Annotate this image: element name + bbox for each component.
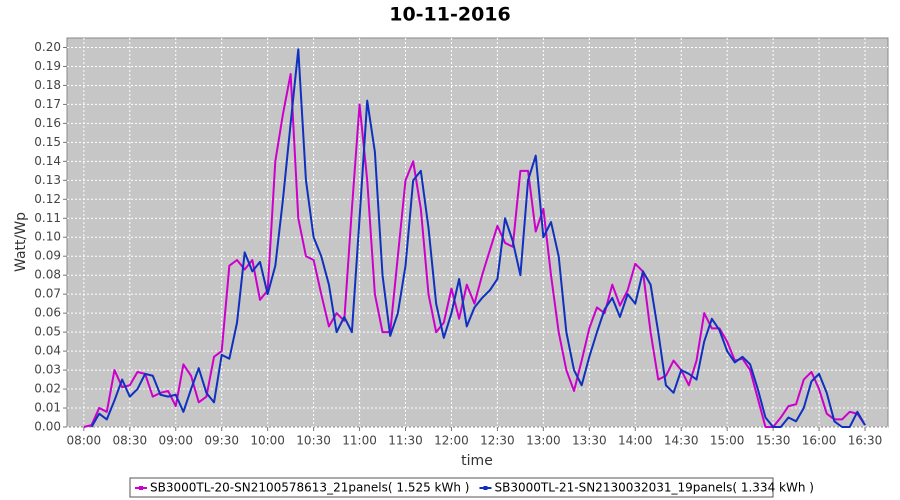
x-tick-label: 09:30 [204,434,239,448]
y-tick-label: 0.00 [34,420,61,434]
y-tick-label: 0.18 [34,78,61,92]
y-tick-label: 0.09 [34,249,61,263]
x-tick-label: 16:30 [848,434,883,448]
x-tick-label: 14:30 [664,434,699,448]
y-tick-label: 0.03 [34,363,61,377]
y-axis-label: Watt/Wp [13,212,29,272]
x-tick-label: 13:30 [572,434,607,448]
y-tick-label: 0.07 [34,287,61,301]
x-tick-label: 11:00 [342,434,377,448]
x-tick-label: 12:00 [434,434,469,448]
series-line [90,48,866,428]
y-tick-label: 0.12 [34,192,61,206]
y-tick-label: 0.14 [34,154,61,168]
y-tick-label: 0.08 [34,268,61,282]
y-tick-label: 0.01 [34,401,61,415]
chart-title: 10-11-2016 [389,4,511,26]
legend-label: SB3000TL-21-SN2130032031_19panels( 1.334… [494,481,813,495]
x-tick-label: 15:00 [710,434,745,448]
x-tick-label: 10:30 [296,434,331,448]
x-tick-label: 09:00 [158,434,193,448]
y-tick-label: 0.17 [34,97,61,111]
legend [129,477,774,498]
x-tick-label: 14:00 [618,434,653,448]
y-tick-label: 0.04 [34,344,61,358]
y-tick-label: 0.13 [34,173,61,187]
legend-label: SB3000TL-20-SN2100578613_21panels( 1.525… [150,481,469,495]
x-tick-label: 11:30 [388,434,423,448]
x-tick-label: 16:00 [802,434,837,448]
series-line [83,73,866,428]
x-tick-label: 10:00 [250,434,285,448]
y-tick-label: 0.05 [34,325,61,339]
y-tick-label: 0.02 [34,382,61,396]
x-tick-label: 08:00 [67,434,102,448]
x-tick-label: 15:30 [756,434,791,448]
y-tick-label: 0.06 [34,306,61,320]
y-tick-label: 0.20 [34,40,61,54]
legend-swatch-marker [483,486,488,490]
y-tick-label: 0.19 [34,59,61,73]
x-tick-label: 12:30 [480,434,515,448]
x-tick-label: 13:00 [526,434,561,448]
plot-area [66,37,889,428]
y-tick-label: 0.16 [34,116,61,130]
x-axis-label: time [461,453,493,469]
legend-swatch-marker [139,486,143,490]
y-tick-label: 0.15 [34,135,61,149]
y-tick-label: 0.10 [34,230,61,244]
x-tick-label: 08:30 [113,434,148,448]
y-tick-label: 0.11 [34,211,61,225]
